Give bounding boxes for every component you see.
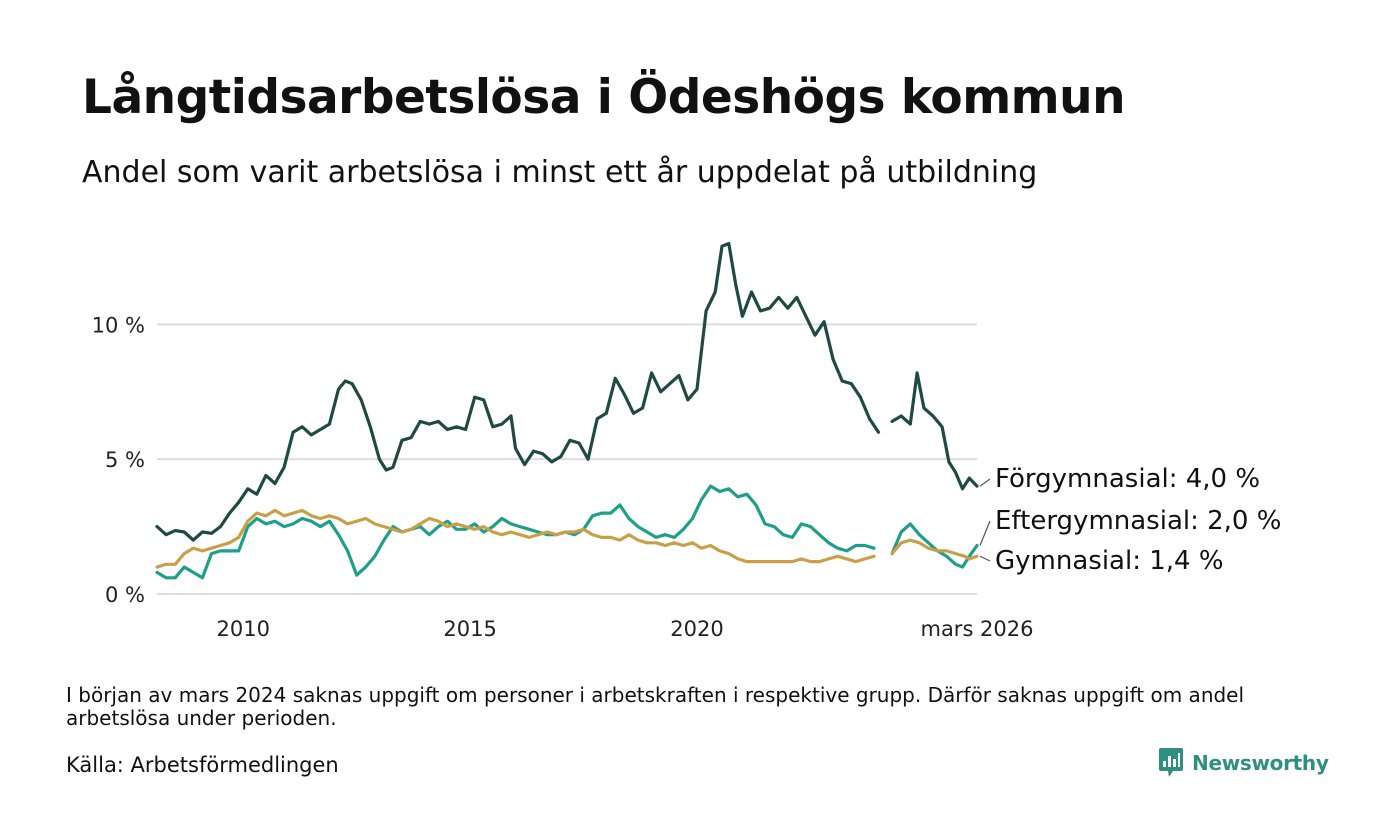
end-label-förgymnasial: Förgymnasial: 4,0 % <box>995 464 1260 494</box>
end-label-gymnasial: Gymnasial: 1,4 % <box>995 546 1224 576</box>
x-tick-label: 2020 <box>670 617 723 641</box>
end-label-leader <box>979 478 991 487</box>
series-line-gymnasial-1 <box>155 508 876 569</box>
y-tick-label: 5 % <box>105 448 145 472</box>
brand-name: Newsworthy <box>1192 751 1329 775</box>
x-tick-label: 2015 <box>443 617 496 641</box>
series-line-förgymnasial-1 <box>155 241 881 542</box>
series-lines <box>155 241 979 580</box>
x-tick-label: mars 2026 <box>920 617 1033 641</box>
series-line-eftergymnasial-2 <box>890 522 979 569</box>
source-note: Källa: Arbetsförmedlingen <box>66 753 339 777</box>
end-label-leader <box>979 555 991 562</box>
x-axis-ticks: 2010 2015 2020 mars 2026 <box>216 617 1033 641</box>
series-line-eftergymnasial-1 <box>155 484 876 580</box>
series-line-gymnasial-2 <box>890 538 979 561</box>
brand-logo[interactable]: Newsworthy <box>1158 746 1329 780</box>
chart-subtitle: Andel som varit arbetslösa i minst ett å… <box>82 155 1038 190</box>
end-label-leader <box>979 520 991 546</box>
y-axis-ticks: 0 % 5 % 10 % <box>92 313 145 607</box>
footnote: I början av mars 2024 saknas uppgift om … <box>66 683 1245 730</box>
newsworthy-logo-icon <box>1159 748 1183 777</box>
x-tick-label: 2010 <box>216 617 269 641</box>
y-tick-label: 0 % <box>105 583 145 607</box>
grid-lines <box>157 323 977 595</box>
y-tick-label: 10 % <box>92 313 145 337</box>
end-label-eftergymnasial: Eftergymnasial: 2,0 % <box>995 506 1281 536</box>
chart-title: Långtidsarbetslösa i Ödeshögs kommun <box>82 70 1126 125</box>
end-labels: Förgymnasial: 4,0 % Eftergymnasial: 2,0 %… <box>979 464 1281 576</box>
series-line-förgymnasial-2 <box>890 371 979 491</box>
